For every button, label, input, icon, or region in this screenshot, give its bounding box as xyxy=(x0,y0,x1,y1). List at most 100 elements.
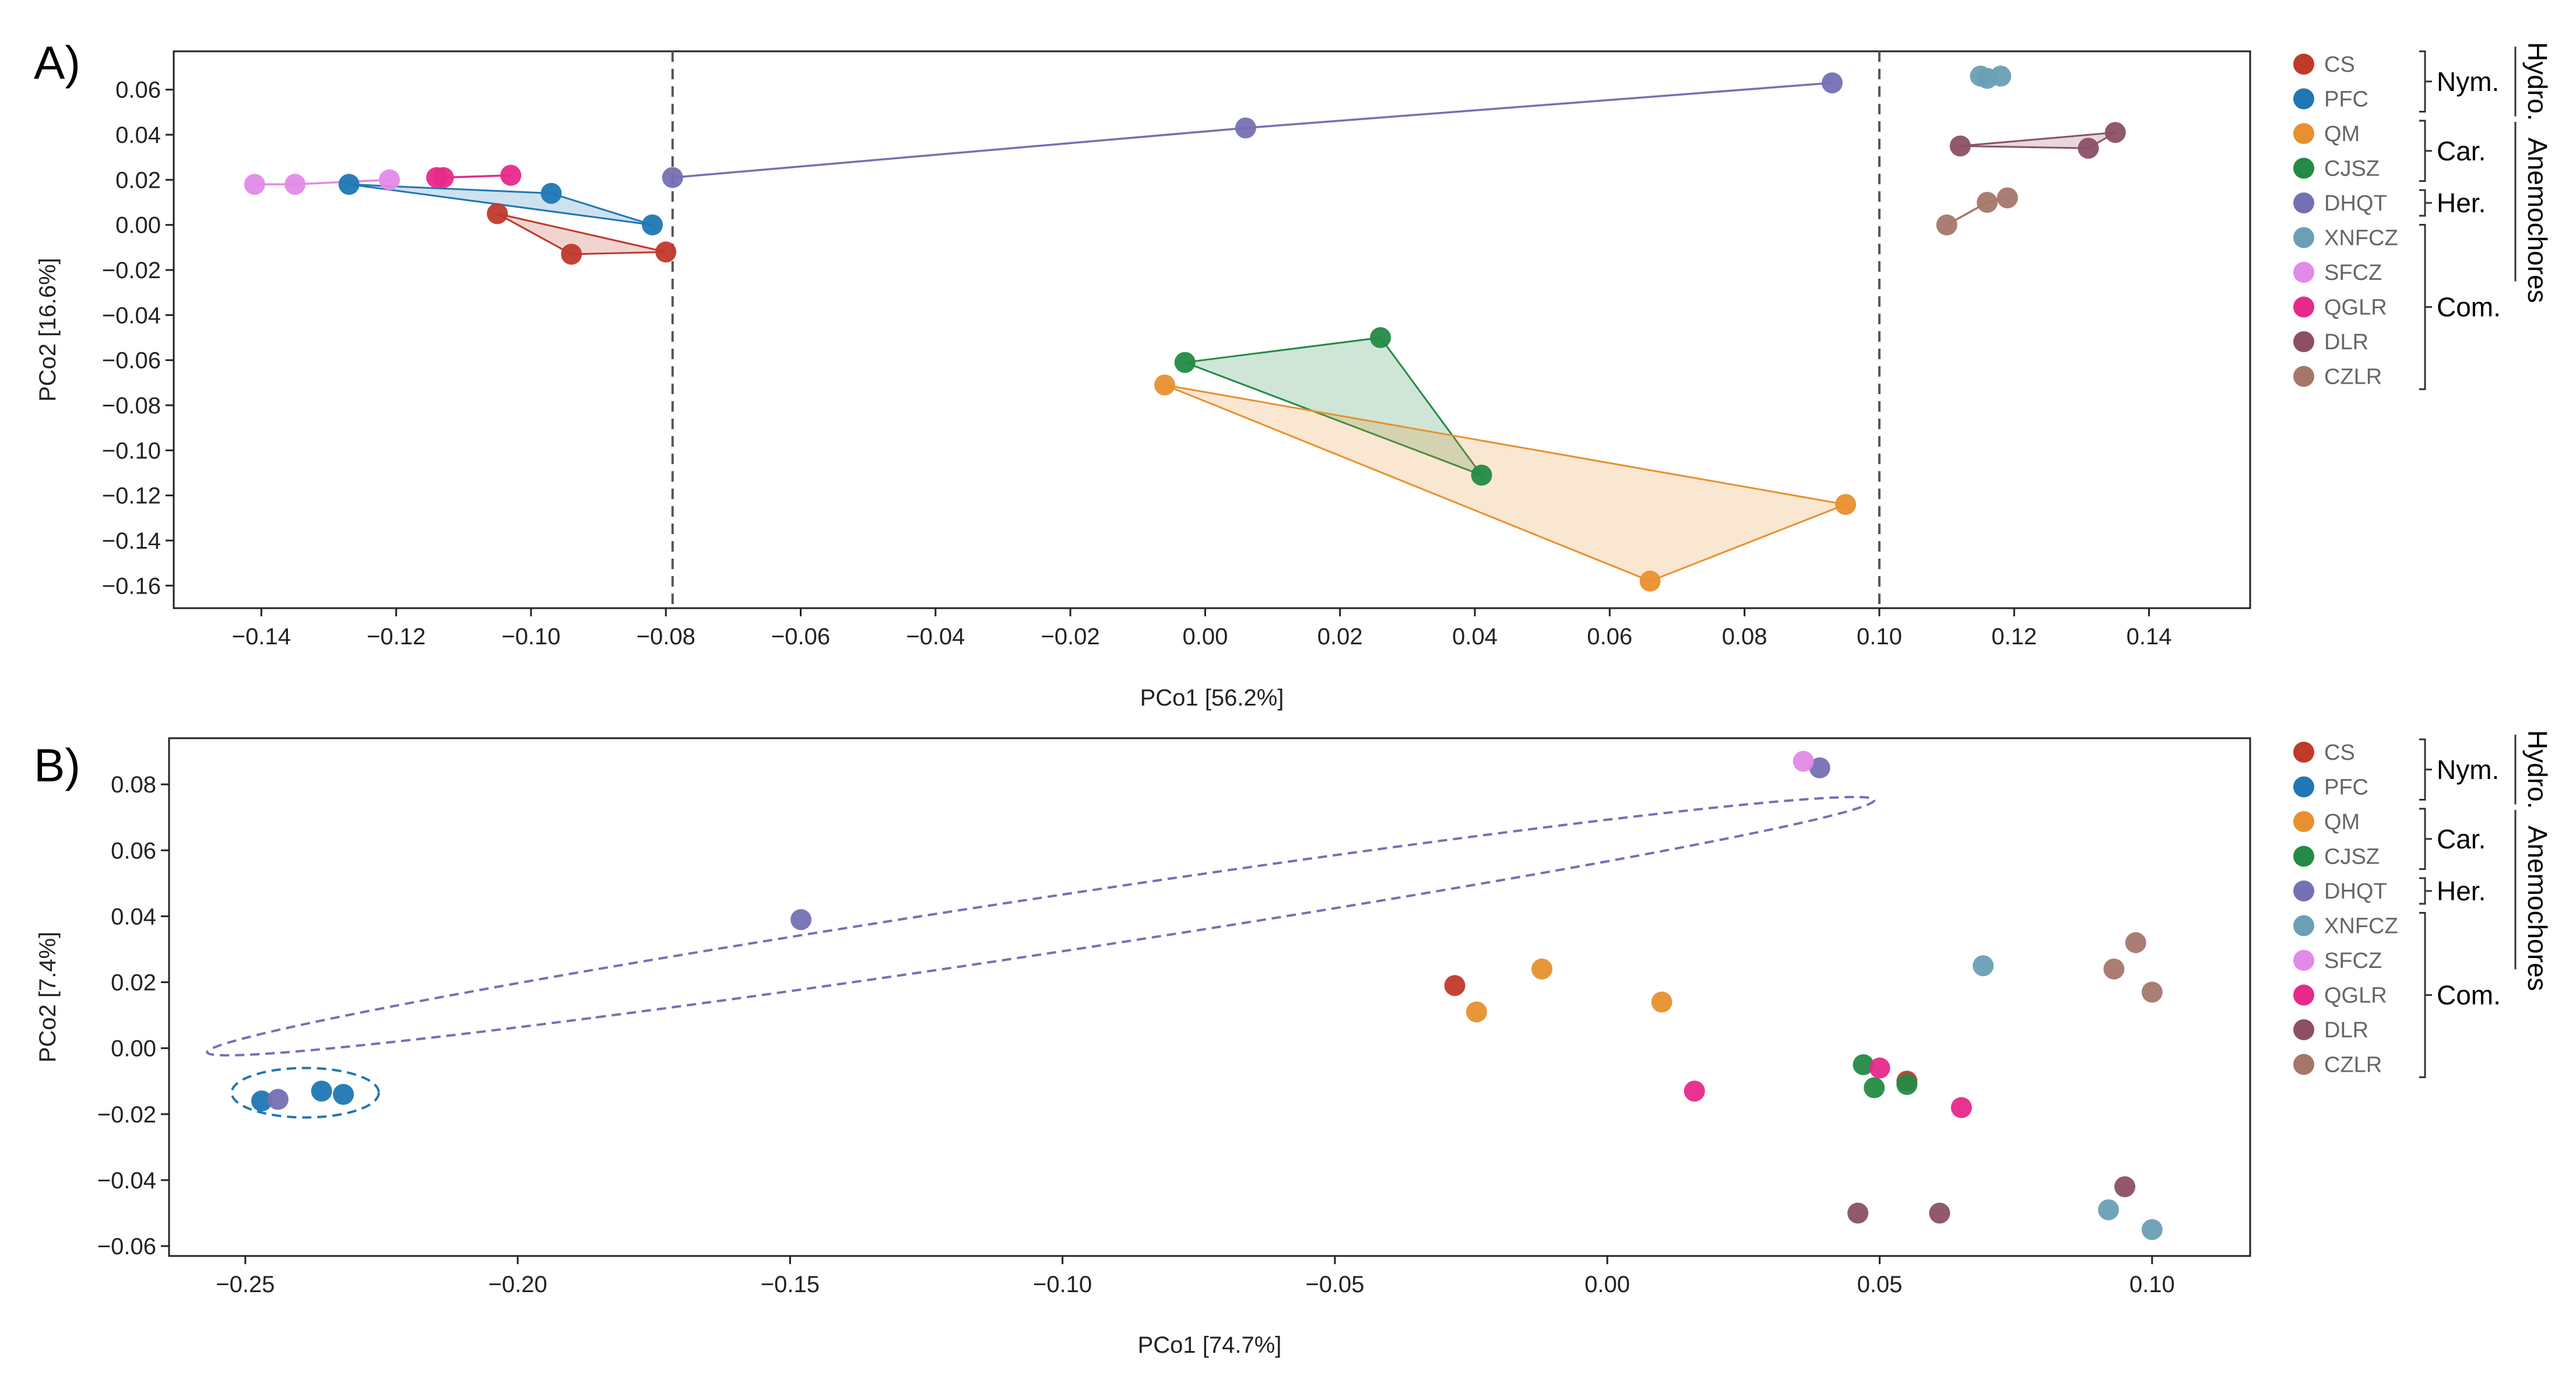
legend-label-sfcz: SFCZ xyxy=(2324,261,2382,285)
point-qm xyxy=(1651,991,1672,1013)
y-tick-label: 0.02 xyxy=(111,970,156,996)
legend-label-qm: QM xyxy=(2324,122,2360,146)
legend-label-czlr: CZLR xyxy=(2324,1053,2382,1078)
x-tick-label: −0.04 xyxy=(906,624,965,650)
point-cjsz xyxy=(1853,1054,1874,1075)
legend-label-dlr: DLR xyxy=(2324,1018,2368,1043)
legend-label-qglr: QGLR xyxy=(2324,296,2387,320)
point-xnfcz xyxy=(2141,1219,2163,1240)
x-tick-label: −0.10 xyxy=(1033,1272,1092,1297)
legend-group-label: Com. xyxy=(2437,292,2501,322)
legend-marker-dhqt xyxy=(2293,880,2314,901)
x-tick-label: −0.15 xyxy=(761,1272,820,1297)
legend-marker-qm xyxy=(2293,811,2314,832)
x-tick-label: 0.08 xyxy=(1722,624,1767,650)
point-pfc xyxy=(338,174,360,195)
line-qglr xyxy=(443,174,511,179)
legend-marker-sfcz xyxy=(2293,262,2314,283)
panel-a: A) −0.14 −0.12 −0.10 −0.08 −0.06 −0.04 −0.02 0.0… xyxy=(34,37,2553,711)
x-tick-label: 0.00 xyxy=(1183,624,1228,650)
point-dlr xyxy=(1847,1202,1869,1224)
x-tick-label: −0.14 xyxy=(232,624,291,650)
point-qm xyxy=(1531,958,1553,980)
legend-group-bracket xyxy=(2419,224,2432,390)
confidence-ellipse-pfc xyxy=(230,1066,380,1119)
legend-label-pfc: PFC xyxy=(2324,87,2368,112)
hull-cs xyxy=(497,212,666,255)
point-dhqt xyxy=(1235,117,1256,139)
legend-group-bracket xyxy=(2419,50,2432,113)
point-dhqt xyxy=(662,167,683,188)
legend-group-bracket xyxy=(2419,808,2432,870)
point-qm xyxy=(1835,494,1857,515)
legend-group-bracket xyxy=(2419,738,2432,801)
point-xnfcz xyxy=(1973,955,1994,977)
point-dhqt xyxy=(267,1089,289,1110)
x-tick-label: 0.04 xyxy=(1452,624,1498,650)
x-tick-label: −0.12 xyxy=(367,624,426,650)
point-cjsz xyxy=(1370,327,1391,349)
plot-frame xyxy=(168,737,2251,1257)
point-cs xyxy=(487,203,508,224)
point-cjsz xyxy=(1896,1073,1918,1095)
point-dlr xyxy=(1949,135,1971,157)
point-dlr xyxy=(1929,1202,1951,1224)
hull-qm xyxy=(1164,384,1849,583)
legend-label-dhqt: DHQT xyxy=(2324,191,2387,216)
panel-label: B) xyxy=(34,739,80,791)
point-sfcz xyxy=(284,174,306,195)
legend-label-qm: QM xyxy=(2324,810,2360,834)
plot-frame xyxy=(173,50,2251,609)
legend-marker-czlr xyxy=(2293,366,2314,387)
x-tick-label: 0.12 xyxy=(1991,624,2037,650)
x-tick-label: 0.06 xyxy=(1587,624,1632,650)
point-cs xyxy=(561,243,582,265)
point-dhqt xyxy=(1821,72,1843,94)
y-tick-label: −0.02 xyxy=(97,1102,156,1128)
x-tick-label: −0.25 xyxy=(216,1272,275,1297)
plot-area xyxy=(244,51,2126,608)
point-czlr xyxy=(2141,981,2163,1003)
legend-group-bracket xyxy=(2419,912,2432,1078)
legend-marker-dlr xyxy=(2293,1019,2314,1040)
point-xnfcz xyxy=(1990,65,2012,87)
point-czlr xyxy=(1997,187,2018,209)
legend-group-label: Com. xyxy=(2437,980,2501,1010)
x-tick-label: −0.10 xyxy=(501,624,560,650)
legend-label-xnfcz: XNFCZ xyxy=(2324,914,2398,939)
legend-marker-qglr xyxy=(2293,296,2314,318)
point-czlr xyxy=(1976,192,1998,213)
legend-super-group-label: Hydro. xyxy=(2522,42,2553,121)
legend-marker-dhqt xyxy=(2293,192,2314,213)
point-qglr xyxy=(1951,1097,1972,1118)
legend-group-bracket xyxy=(2419,877,2432,905)
x-tick-label: −0.05 xyxy=(1305,1272,1364,1297)
legend-super-group-label: Hydro. xyxy=(2522,730,2553,809)
legend-marker-pfc xyxy=(2293,776,2314,798)
point-qglr xyxy=(1869,1057,1890,1079)
y-tick-label: −0.06 xyxy=(102,348,161,374)
y-tick-label: 0.08 xyxy=(111,772,156,798)
legend-marker-qm xyxy=(2293,123,2314,144)
y-tick-label: −0.16 xyxy=(102,573,161,599)
legend-label-cjsz: CJSZ xyxy=(2324,845,2380,869)
x-tick-label: 0.10 xyxy=(1857,624,1902,650)
legend-marker-sfcz xyxy=(2293,950,2314,971)
legend-super-group-label: Anemochores xyxy=(2522,138,2553,303)
legend-label-sfcz: SFCZ xyxy=(2324,949,2382,973)
legend-label-cs: CS xyxy=(2324,52,2355,77)
y-tick-label: −0.08 xyxy=(102,393,161,419)
legend-group-label: Nym. xyxy=(2437,66,2499,97)
point-qm xyxy=(1466,1001,1487,1023)
point-qm xyxy=(1639,570,1661,592)
y-tick-label: −0.12 xyxy=(102,483,161,509)
y-tick-label: 0.06 xyxy=(115,78,161,103)
point-qglr xyxy=(433,167,454,188)
hull-cjsz xyxy=(1185,336,1484,478)
legend-group-label: Her. xyxy=(2437,188,2486,218)
y-tick-label: 0.04 xyxy=(115,122,161,148)
y-tick-label: 0.00 xyxy=(115,213,161,238)
legend-marker-czlr xyxy=(2293,1054,2314,1075)
point-pfc xyxy=(251,1090,272,1112)
